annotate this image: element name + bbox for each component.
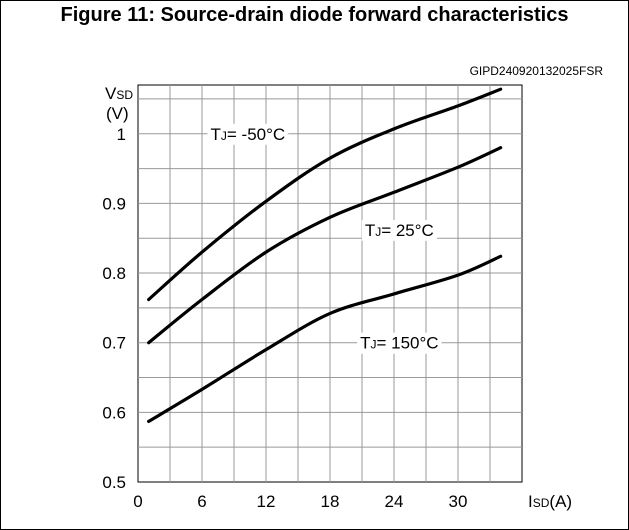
series-label-bg [207,123,289,145]
y-tick-label: 0.6 [102,403,126,422]
y-axis-label: VSD [105,84,133,103]
y-tick-label: 0.5 [102,473,126,492]
y-tick-label: 0.9 [102,194,126,213]
chart-title: Figure 11: Source-drain diode forward ch… [60,4,569,26]
y-axis-unit: (V) [106,104,129,123]
x-tick-label: 30 [449,492,468,511]
series-line-2 [147,254,503,424]
x-tick-label: 24 [385,492,404,511]
series-label-1: TJ= 25°C [365,221,434,240]
series-line-1 [147,146,503,345]
y-tick-label: 0.7 [102,334,126,353]
x-axis-label: ISD(A) [528,492,572,511]
series-label-bg [357,332,442,354]
series-line-0 [147,87,503,302]
y-tick-label: 1 [117,125,126,144]
figure-code: GIPD240920132025FSR [469,64,603,78]
series-label-bg [361,219,437,241]
series-group [147,87,503,424]
series-labels: TJ= -50°C TJ= 25°C TJ= 150°C [207,123,442,354]
x-tick-label: 0 [133,492,142,511]
x-tick-label: 18 [321,492,340,511]
series-label-0: TJ= -50°C [211,125,286,144]
tick-labels: 0 6 12 18 24 30 0.5 0.6 0.7 0.8 0.9 1 [102,125,467,511]
grid [138,85,522,482]
series-label-2: TJ= 150°C [360,334,438,353]
y-tick-label: 0.8 [102,264,126,283]
x-tick-label: 6 [197,492,206,511]
x-tick-label: 12 [257,492,276,511]
